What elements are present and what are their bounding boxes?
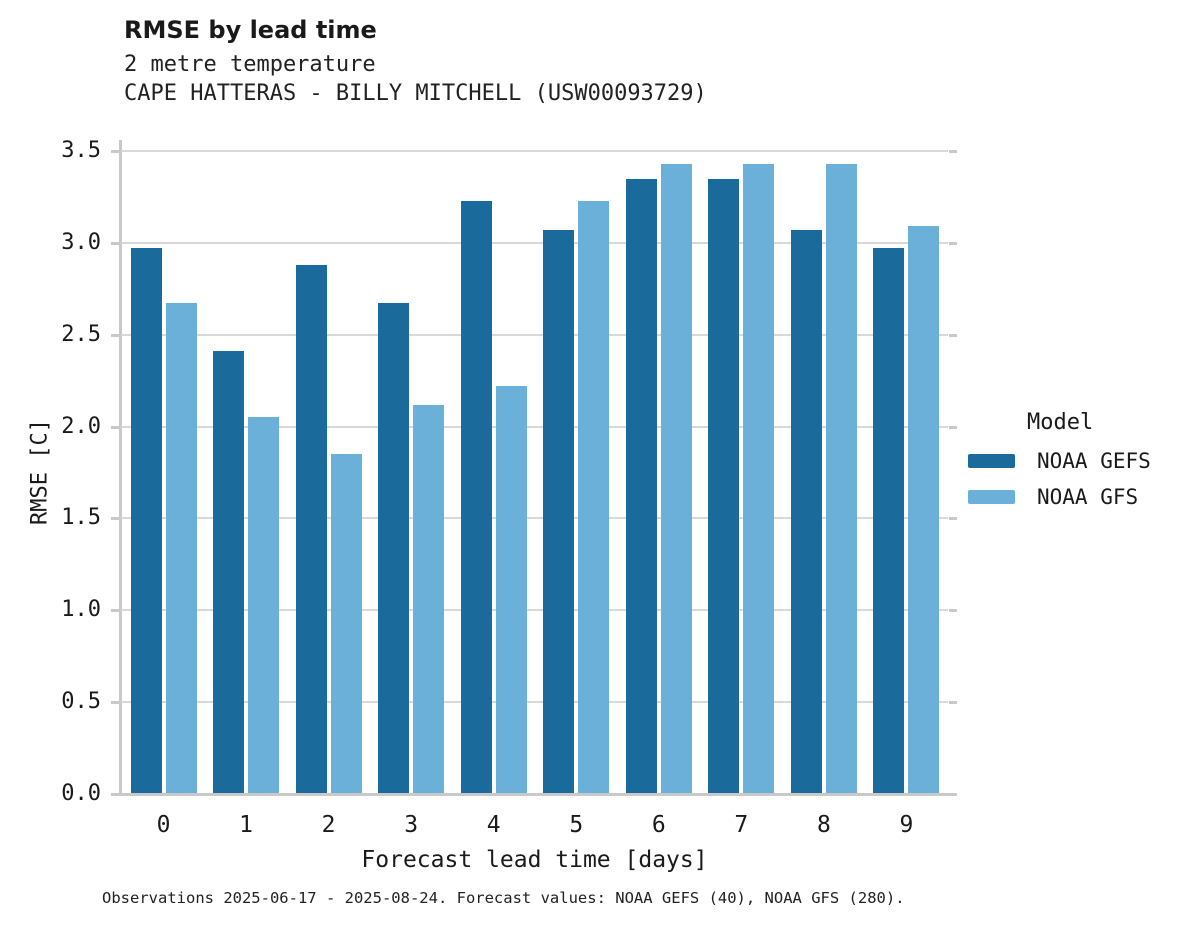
bar-noaa-gefs [213,351,245,794]
y-tick-right [949,517,957,521]
bar-noaa-gefs [460,200,492,794]
chart-subtitle-station: CAPE HATTERAS - BILLY MITCHELL (USW00093… [124,81,707,106]
x-tick-label: 3 [404,812,419,838]
x-tick-label: 2 [321,812,336,838]
bar-noaa-gefs [295,264,327,794]
bar-noaa-gfs [825,163,857,794]
bar-noaa-gefs [625,178,657,794]
chart-caption: Observations 2025-06-17 - 2025-08-24. Fo… [102,889,905,907]
bar-noaa-gfs [413,404,445,794]
gridline [121,150,948,152]
legend-label: NOAA GFS [1037,485,1139,509]
y-tick-left [111,517,119,521]
x-tick-label: 0 [156,812,171,838]
y-tick-label: 3.5 [61,138,101,163]
bar-noaa-gefs [790,229,822,794]
gridline [121,701,948,704]
y-tick-left [111,150,119,153]
bar-noaa-gfs [743,163,775,794]
y-tick-label: 1.5 [61,505,101,531]
y-tick-right [949,609,957,613]
x-axis-line [118,793,955,796]
legend-swatch-icon [968,490,1015,504]
gridline [121,517,948,520]
x-tick-label: 4 [486,812,501,838]
y-tick-label: 3.0 [61,229,101,255]
y-tick-right [949,701,957,705]
gridline [121,241,948,244]
y-tick-right [949,241,957,245]
y-tick-left [111,609,119,613]
bar-noaa-gfs [330,454,362,794]
y-tick-label: 0.5 [61,689,101,715]
y-tick-label: 2.0 [61,413,101,439]
y-tick-label: 2.5 [61,321,101,347]
legend: Model NOAA GEFS NOAA GFS [968,410,1151,521]
bar-noaa-gfs [248,417,280,794]
x-tick-label: 5 [569,812,584,838]
bar-noaa-gefs [708,178,740,794]
chart-title: RMSE by lead time [124,16,377,44]
x-tick-label: 1 [239,812,253,838]
plot-area: 0.0 0.5 1.0 1.5 2.0 2.5 3.0 3.5 0 1 2 3 4 5 6 7 8 9 Foreca… [61,138,957,873]
y-tick-left [111,241,119,245]
y-tick-label: 1.0 [61,597,101,623]
x-tick-label: 7 [734,812,749,838]
gridline [121,425,948,428]
gridline [121,333,948,336]
legend-title: Model [1027,410,1094,435]
bar-noaa-gfs [165,303,197,794]
bar-noaa-gfs [495,386,527,794]
chart-subtitle-variable: 2 metre temperature [124,52,376,77]
y-tick-label: 0.0 [61,781,101,806]
y-axis-spine [119,140,122,796]
x-tick-label: 8 [816,812,831,838]
bar-noaa-gfs [578,200,610,794]
bar-noaa-gefs [378,303,410,794]
bar-noaa-gefs [873,248,905,794]
bar-noaa-gefs [130,248,162,794]
x-tick-label: 6 [651,812,666,838]
y-tick-right [949,333,957,337]
y-tick-left [111,425,119,429]
bar-noaa-gfs [660,163,692,794]
legend-item: NOAA GFS [968,485,1151,509]
y-tick-left [111,793,119,796]
x-tick-label: 9 [899,812,914,838]
legend-swatch-icon [968,454,1015,468]
y-tick-left [111,333,119,337]
y-tick-right [949,150,957,153]
x-axis-title: Forecast lead time [days] [361,847,708,873]
bar-noaa-gefs [543,229,575,794]
legend-item: NOAA GEFS [968,449,1151,473]
bar-noaa-gfs [908,226,940,794]
y-tick-right [949,425,957,429]
y-tick-left [111,701,119,705]
gridline [121,609,948,612]
legend-items: NOAA GEFS NOAA GFS [968,449,1151,509]
legend-label: NOAA GEFS [1037,449,1151,473]
